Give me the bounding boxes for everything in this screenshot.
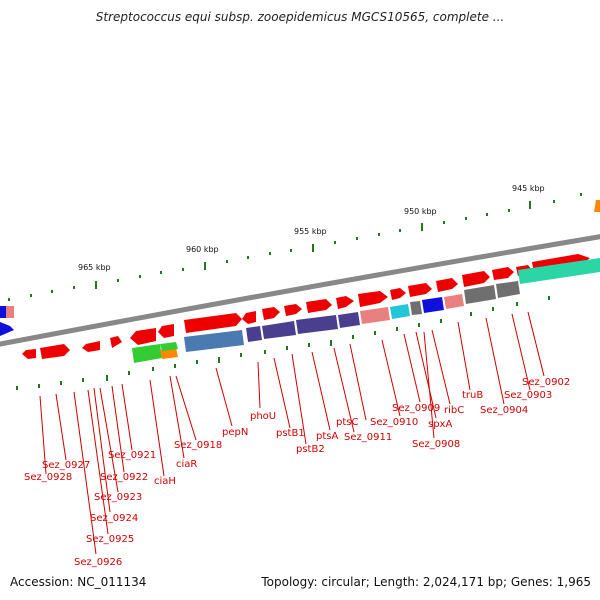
gene-feature — [358, 291, 388, 307]
accession-label: Accession: NC_011134 — [10, 575, 147, 589]
gene-feature — [110, 336, 122, 348]
scale-major-ticks — [95, 201, 531, 289]
label-leaders — [39, 311, 545, 555]
gene-feature — [306, 299, 332, 313]
gene-feature — [184, 313, 242, 333]
gene-label: Sez_0904 — [480, 405, 528, 416]
gene-feature — [22, 349, 36, 359]
gene-label: ciaH — [154, 476, 176, 487]
gene-label: pepN — [222, 427, 248, 438]
gene-feature — [242, 311, 256, 324]
gene-label: Sez_0925 — [86, 534, 134, 545]
gene-label: ptsA — [316, 431, 338, 442]
scale-tick-label: 945 kbp — [512, 184, 545, 193]
gene-label: spxA — [428, 419, 452, 430]
gene-feature — [462, 271, 490, 287]
gene-label: Sez_0921 — [108, 450, 156, 461]
gene-label: Sez_0923 — [94, 492, 142, 503]
gene-label: Sez_0902 — [522, 377, 570, 388]
gene-label: pstB1 — [276, 428, 305, 439]
gene-feature — [40, 344, 70, 359]
gene-feature — [408, 283, 432, 297]
gene-feature — [390, 288, 406, 300]
gene-label: Sez_0928 — [24, 472, 72, 483]
gene-label: phoU — [250, 411, 276, 422]
gene-feature — [82, 341, 100, 352]
gene-label: Sez_0903 — [504, 390, 552, 401]
scale-tick-label: 950 kbp — [404, 207, 437, 216]
scale-tick-label: 955 kbp — [294, 227, 327, 236]
gene-feature — [284, 304, 302, 316]
scale-tick-label: 960 kbp — [186, 245, 219, 254]
inner-ticks — [16, 296, 550, 390]
gene-label: Sez_0908 — [412, 439, 460, 450]
map-title: Streptococcus equi subsp. zooepidemicus … — [95, 10, 505, 24]
gene-label: Sez_0911 — [344, 432, 392, 443]
gene-feature — [262, 307, 280, 320]
edge-genes — [0, 200, 600, 336]
gene-label: Sez_0910 — [370, 417, 418, 428]
gene-label: Sez_0926 — [74, 557, 122, 568]
gene-label: Sez_0927 — [42, 460, 90, 471]
cog-track[interactable] — [132, 258, 600, 363]
gene-feature — [492, 267, 514, 280]
gene-feature — [436, 278, 458, 292]
gene-label: truB — [462, 390, 483, 401]
gene-label: pstB2 — [296, 444, 325, 455]
gene-label: ciaR — [176, 459, 197, 470]
gene-feature — [158, 324, 174, 338]
gene-label: ribC — [444, 405, 464, 416]
gene-labels: Sez_0902 Sez_0903 Sez_0904 truB ribC Sez… — [24, 377, 570, 568]
scale-minor-ticks — [8, 193, 582, 301]
gene-label: Sez_0909 — [392, 403, 440, 414]
gene-label: ptsC — [336, 417, 358, 428]
gene-label: Sez_0918 — [174, 440, 222, 451]
genome-summary: Topology: circular; Length: 2,024,171 bp… — [261, 575, 591, 589]
gene-feature — [130, 328, 156, 345]
gene-label: Sez_0924 — [90, 513, 138, 524]
scale-tick-label: 965 kbp — [78, 263, 111, 272]
gene-label: Sez_0922 — [100, 472, 148, 483]
gene-feature — [336, 296, 354, 309]
genome-backbone — [0, 234, 600, 347]
